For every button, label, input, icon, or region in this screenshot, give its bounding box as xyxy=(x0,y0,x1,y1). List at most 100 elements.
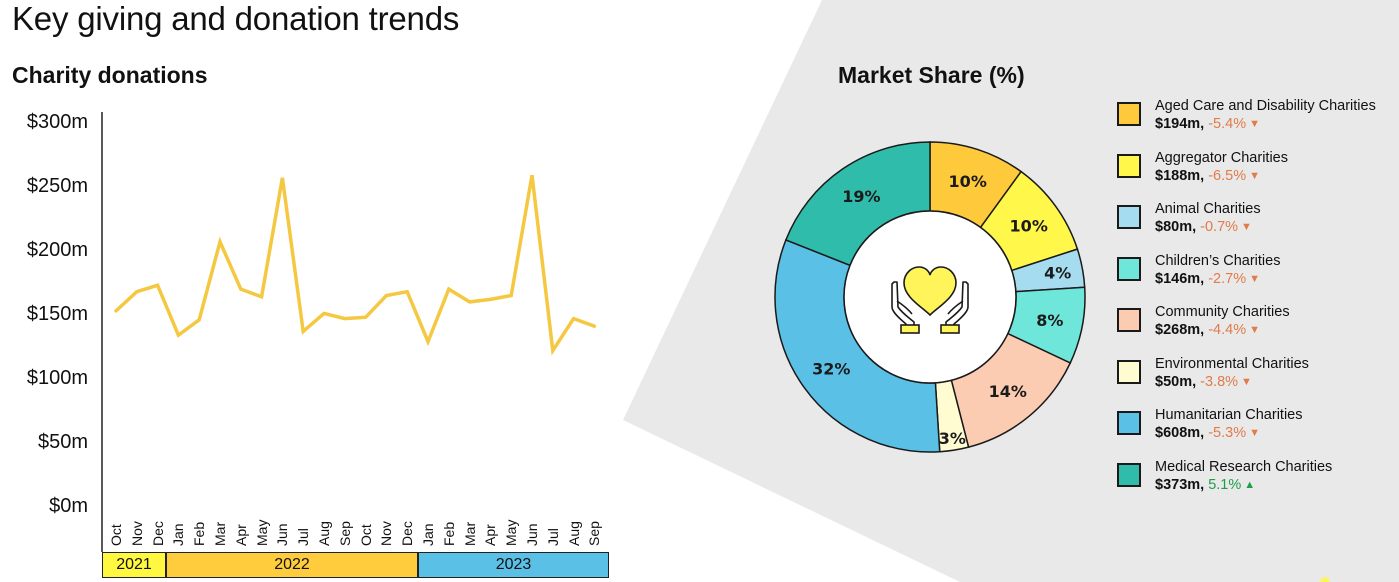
donut-segment-label: 4% xyxy=(1044,264,1071,283)
trend-down-icon: ▼ xyxy=(1241,221,1252,233)
trend-down-icon: ▼ xyxy=(1249,272,1260,285)
legend-item: Children’s Charities $146m, -2.7% ▼ xyxy=(1117,253,1399,298)
x-tick-label: Jul xyxy=(544,528,561,546)
y-tick-label: $150m xyxy=(26,303,88,325)
legend-item: Humanitarian Charities $608m, -5.3% ▼ xyxy=(1117,407,1399,452)
x-tick-label: Oct xyxy=(357,524,374,546)
legend-name: Aggregator Charities xyxy=(1155,149,1288,166)
legend-amount: $194m, xyxy=(1155,116,1209,132)
x-tick-label: Jun xyxy=(274,523,291,546)
donut-segment-label: 10% xyxy=(949,172,987,191)
x-tick-label: Mar xyxy=(461,521,478,546)
legend-item: Aged Care and Disability Charities $194m,… xyxy=(1117,98,1399,143)
legend-name: Aged Care and Disability Charities xyxy=(1155,98,1376,114)
donut-labels: 10% 10% 4% 8% 14% 3% 32% 19% xyxy=(812,172,1071,448)
trend-down-icon: ▼ xyxy=(1249,427,1260,439)
x-tick-label: Jan xyxy=(420,523,436,546)
y-tick-label: $100m xyxy=(26,367,88,389)
donut-chart-title: Market Share (%) xyxy=(838,62,1025,88)
legend-swatch xyxy=(1117,359,1141,384)
legend-amount: $188m, xyxy=(1155,167,1209,184)
legend-value: $194m, -5.4% ▼ xyxy=(1155,116,1260,132)
y-tick-label: $250m xyxy=(26,175,88,197)
x-tick-label: Sep xyxy=(336,521,353,546)
trend-down-icon: ▼ xyxy=(1249,169,1260,182)
legend-item: Community Charities $268m, -4.4% ▼ xyxy=(1117,304,1399,349)
donations-line xyxy=(114,174,597,356)
legend-swatch xyxy=(1117,308,1141,332)
y-tick-label: $300m xyxy=(26,111,88,133)
x-tick-label: May xyxy=(253,519,270,546)
x-tick-label: May xyxy=(503,519,520,546)
legend-item: Animal Charities $80m, -0.7% ▼ xyxy=(1117,201,1399,246)
page-title: Key giving and donation trends xyxy=(12,0,460,37)
legend-item: Medical Research Charities $373m, 5.1% ▲ xyxy=(1117,459,1399,504)
donut-segment-label: 14% xyxy=(989,382,1027,401)
legend-change: 5.1% xyxy=(1208,476,1242,493)
legend-value: $50m, -3.8% ▼ xyxy=(1155,374,1252,390)
x-tick-label: Oct xyxy=(108,524,124,546)
donut-segment-label: 8% xyxy=(1036,311,1063,330)
legend-change: -3.8% xyxy=(1200,373,1239,390)
legend-name: Animal Charities xyxy=(1155,201,1261,217)
donut-segments xyxy=(774,141,1086,453)
legend-change: -6.5% xyxy=(1208,167,1247,184)
y-tick-label: $50m xyxy=(37,431,88,453)
legend-swatch xyxy=(1117,153,1141,178)
legend-change: -2.7% xyxy=(1208,270,1247,287)
legend-amount: $608m, xyxy=(1155,425,1209,441)
trend-down-icon: ▼ xyxy=(1249,324,1260,336)
year-band-2021: 2021 xyxy=(102,552,166,578)
x-tick-label: Mar xyxy=(212,521,228,546)
x-tick-label: Feb xyxy=(191,521,208,546)
year-band-2023: 2023 xyxy=(418,552,609,578)
x-tick-label: Nov xyxy=(128,521,145,546)
legend-item: Aggregator Charities $188m, -6.5% ▼ xyxy=(1117,150,1399,195)
trend-down-icon: ▼ xyxy=(1241,375,1252,388)
legend-amount: $50m, xyxy=(1155,373,1201,390)
legend-change: -5.4% xyxy=(1208,116,1247,132)
x-tick-label: Nov xyxy=(378,521,395,546)
x-tick-label: Jan xyxy=(170,523,187,546)
donut-segment-label: 3% xyxy=(939,429,966,448)
legend-value: $373m, 5.1% ▲ xyxy=(1155,477,1255,493)
x-tick-label: Jul xyxy=(295,528,312,546)
legend-amount: $146m, xyxy=(1155,270,1209,287)
x-tick-label: Apr xyxy=(482,524,499,546)
y-tick-label: $200m xyxy=(26,239,88,261)
legend-amount: $373m, xyxy=(1155,476,1209,493)
legend-value: $146m, -2.7% ▼ xyxy=(1155,271,1260,287)
year-band-2022: 2022 xyxy=(166,552,418,578)
legend-value: $608m, -5.3% ▼ xyxy=(1155,425,1260,441)
legend-swatch xyxy=(1117,205,1141,229)
legend-value: $80m, -0.7% ▼ xyxy=(1155,219,1252,235)
x-tick-label: Aug xyxy=(565,521,582,546)
x-tick-label: Jun xyxy=(524,523,540,546)
legend-value: $188m, -6.5% ▼ xyxy=(1155,168,1260,184)
x-tick-label: Feb xyxy=(440,521,457,546)
legend-name: Environmental Charities xyxy=(1155,355,1309,372)
donut-segment-label: 32% xyxy=(812,360,850,379)
legend-swatch xyxy=(1117,411,1141,435)
legend-name: Humanitarian Charities xyxy=(1155,407,1303,423)
line-chart-title: Charity donations xyxy=(12,62,208,88)
legend-swatch xyxy=(1117,462,1141,487)
legend-amount: $80m, xyxy=(1155,219,1201,235)
legend-name: Medical Research Charities xyxy=(1155,458,1333,475)
y-tick-label: $0m xyxy=(49,495,88,517)
line-chart-plot xyxy=(101,112,597,552)
legend-change: -4.4% xyxy=(1208,322,1247,338)
hands-heart-icon xyxy=(891,266,969,334)
x-tick-label: Aug xyxy=(316,521,332,546)
legend-amount: $268m, xyxy=(1155,322,1209,338)
x-tick-label: Sep xyxy=(586,521,603,546)
trend-up-icon: ▲ xyxy=(1244,478,1256,491)
legend-swatch xyxy=(1117,256,1141,281)
trend-down-icon: ▼ xyxy=(1249,118,1260,130)
market-share-donut: 10% 10% 4% 8% 14% 3% 32% 19% xyxy=(774,141,1086,453)
legend-change: -5.3% xyxy=(1208,425,1247,441)
x-tick-label: Dec xyxy=(149,521,166,546)
x-tick-label: Apr xyxy=(232,524,249,546)
donut-segment-label: 10% xyxy=(1010,216,1048,235)
donut-segment-label: 19% xyxy=(842,187,880,206)
